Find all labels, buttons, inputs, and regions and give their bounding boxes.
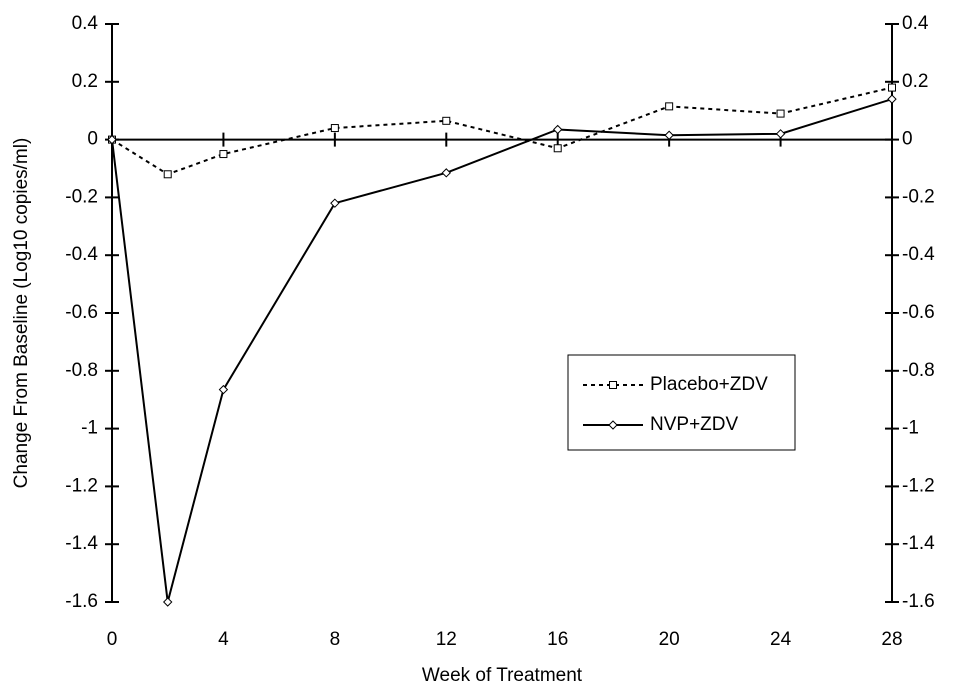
- y-axis-label: Change From Baseline (Log10 copies/ml): [11, 138, 32, 489]
- marker: [330, 198, 340, 208]
- marker: [330, 124, 339, 133]
- y-tick-label: -0.6: [65, 302, 98, 323]
- y2-tick-label: 0: [902, 129, 913, 150]
- x-tick-label: 16: [547, 629, 568, 650]
- x-tick-label: 20: [659, 629, 680, 650]
- x-tick-label: 24: [770, 629, 792, 650]
- y2-tick-label: -1.4: [902, 533, 935, 554]
- x-tick-label: 12: [436, 629, 457, 650]
- marker: [775, 129, 786, 139]
- x-tick-label: 0: [107, 629, 118, 650]
- legend-box: [567, 354, 796, 451]
- y2-tick-label: -1: [902, 418, 919, 439]
- y-tick-label: -1.2: [65, 475, 98, 496]
- legend-label: NVP+ZDV: [650, 414, 738, 435]
- marker: [664, 130, 674, 140]
- y2-tick-label: 0.2: [902, 71, 928, 92]
- marker: [887, 94, 897, 104]
- y2-tick-label: 0.4: [902, 13, 929, 34]
- marker: [442, 116, 451, 125]
- x-tick-label: 8: [330, 629, 341, 650]
- marker: [553, 144, 562, 153]
- y-tick-label: -0.4: [65, 244, 98, 265]
- y2-tick-label: -1.2: [902, 475, 935, 496]
- marker: [219, 150, 228, 159]
- y2-tick-label: -1.6: [902, 591, 935, 612]
- marker: [107, 134, 117, 145]
- marker: [888, 83, 896, 92]
- legend-label: Placebo+ZDV: [650, 374, 768, 395]
- y2-tick-label: -0.2: [902, 186, 935, 207]
- x-tick-label: 4: [218, 629, 229, 650]
- marker: [218, 384, 229, 395]
- series-line: [111, 86, 893, 176]
- y-tick-label: 0: [87, 129, 98, 150]
- marker: [776, 109, 785, 118]
- x-tick-label: 28: [881, 629, 902, 650]
- y-tick-label: -1.6: [65, 591, 98, 612]
- marker: [608, 420, 618, 430]
- marker: [553, 124, 563, 135]
- x-axis-label: Week of Treatment: [422, 665, 583, 686]
- y-tick-label: -0.2: [65, 186, 98, 207]
- marker: [665, 102, 674, 111]
- y2-tick-label: -0.8: [902, 360, 935, 381]
- marker: [163, 597, 173, 607]
- y-tick-label: -1: [81, 418, 98, 439]
- y2-tick-label: -0.6: [902, 302, 935, 323]
- y-tick-label: -1.4: [65, 533, 98, 554]
- marker: [441, 168, 451, 178]
- y2-tick-label: -0.4: [902, 244, 935, 265]
- marker: [163, 170, 172, 179]
- y-tick-label: 0.2: [72, 71, 98, 92]
- series-line: [111, 98, 893, 603]
- y-tick-label: 0.4: [72, 13, 99, 34]
- y-tick-label: -0.8: [65, 360, 98, 381]
- marker: [609, 381, 617, 389]
